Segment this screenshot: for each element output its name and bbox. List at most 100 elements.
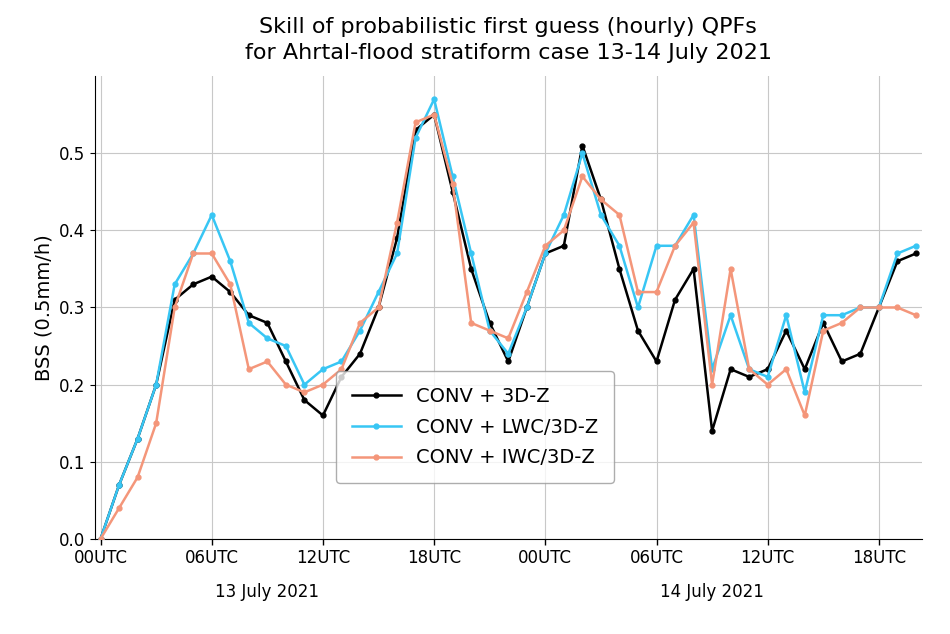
- CONV + IWC/3D-Z: [243, 365, 255, 373]
- CONV + 3D-Z: [725, 365, 736, 373]
- CONV + IWC/3D-Z: [836, 319, 847, 327]
- CONV + LWC/3D-Z: [873, 304, 884, 311]
- CONV + 3D-Z: [335, 373, 347, 380]
- CONV + IWC/3D-Z: [372, 304, 384, 311]
- CONV + LWC/3D-Z: [187, 250, 199, 257]
- CONV + IWC/3D-Z: [261, 358, 273, 365]
- CONV + 3D-Z: [409, 126, 421, 134]
- CONV + 3D-Z: [187, 280, 199, 288]
- CONV + 3D-Z: [113, 481, 124, 489]
- CONV + 3D-Z: [224, 288, 236, 296]
- CONV + LWC/3D-Z: [688, 211, 699, 219]
- CONV + IWC/3D-Z: [614, 211, 625, 219]
- CONV + 3D-Z: [596, 196, 607, 204]
- CONV + 3D-Z: [391, 235, 403, 242]
- CONV + LWC/3D-Z: [335, 358, 347, 365]
- CONV + 3D-Z: [910, 250, 921, 257]
- CONV + LWC/3D-Z: [836, 311, 847, 319]
- Text: 14 July 2021: 14 July 2021: [660, 583, 764, 601]
- CONV + 3D-Z: [688, 265, 699, 273]
- CONV + 3D-Z: [855, 350, 866, 358]
- CONV + 3D-Z: [522, 304, 533, 311]
- CONV + IWC/3D-Z: [707, 381, 718, 389]
- CONV + LWC/3D-Z: [744, 365, 755, 373]
- CONV + IWC/3D-Z: [910, 311, 921, 319]
- CONV + IWC/3D-Z: [132, 474, 143, 481]
- CONV + LWC/3D-Z: [892, 250, 903, 257]
- CONV + IWC/3D-Z: [428, 111, 440, 119]
- CONV + 3D-Z: [484, 319, 495, 327]
- CONV + 3D-Z: [670, 296, 681, 304]
- CONV + 3D-Z: [317, 411, 329, 419]
- Legend: CONV + 3D-Z, CONV + LWC/3D-Z, CONV + IWC/3D-Z: CONV + 3D-Z, CONV + LWC/3D-Z, CONV + IWC…: [336, 372, 614, 483]
- CONV + 3D-Z: [466, 265, 477, 273]
- CONV + LWC/3D-Z: [298, 381, 310, 389]
- CONV + 3D-Z: [873, 304, 884, 311]
- CONV + IWC/3D-Z: [224, 280, 236, 288]
- CONV + IWC/3D-Z: [280, 381, 292, 389]
- CONV + LWC/3D-Z: [169, 280, 180, 288]
- CONV + LWC/3D-Z: [596, 211, 607, 219]
- CONV + 3D-Z: [836, 358, 847, 365]
- CONV + 3D-Z: [762, 365, 773, 373]
- CONV + IWC/3D-Z: [762, 381, 773, 389]
- CONV + 3D-Z: [651, 358, 662, 365]
- Y-axis label: BSS (0.5mm/h): BSS (0.5mm/h): [34, 234, 53, 381]
- CONV + 3D-Z: [261, 319, 273, 327]
- CONV + IWC/3D-Z: [651, 288, 662, 296]
- CONV + LWC/3D-Z: [391, 250, 403, 257]
- CONV + IWC/3D-Z: [484, 327, 495, 335]
- CONV + IWC/3D-Z: [466, 319, 477, 327]
- CONV + LWC/3D-Z: [670, 242, 681, 250]
- CONV + IWC/3D-Z: [540, 242, 551, 250]
- CONV + LWC/3D-Z: [818, 311, 829, 319]
- CONV + LWC/3D-Z: [484, 327, 495, 335]
- CONV + IWC/3D-Z: [596, 196, 607, 204]
- CONV + LWC/3D-Z: [317, 365, 329, 373]
- CONV + LWC/3D-Z: [910, 242, 921, 250]
- CONV + IWC/3D-Z: [892, 304, 903, 311]
- CONV + 3D-Z: [354, 350, 366, 358]
- CONV + IWC/3D-Z: [873, 304, 884, 311]
- CONV + 3D-Z: [132, 435, 143, 443]
- Line: CONV + 3D-Z: CONV + 3D-Z: [98, 112, 919, 541]
- CONV + IWC/3D-Z: [206, 250, 218, 257]
- CONV + LWC/3D-Z: [132, 435, 143, 443]
- CONV + 3D-Z: [633, 327, 644, 335]
- CONV + IWC/3D-Z: [503, 335, 514, 342]
- CONV + 3D-Z: [280, 358, 292, 365]
- CONV + 3D-Z: [206, 273, 218, 280]
- CONV + IWC/3D-Z: [335, 365, 347, 373]
- CONV + 3D-Z: [540, 250, 551, 257]
- CONV + LWC/3D-Z: [466, 250, 477, 257]
- CONV + 3D-Z: [799, 365, 810, 373]
- CONV + 3D-Z: [446, 188, 458, 196]
- CONV + LWC/3D-Z: [446, 172, 458, 180]
- CONV + LWC/3D-Z: [372, 288, 384, 296]
- CONV + LWC/3D-Z: [280, 342, 292, 350]
- CONV + 3D-Z: [243, 311, 255, 319]
- CONV + IWC/3D-Z: [670, 242, 681, 250]
- CONV + IWC/3D-Z: [522, 288, 533, 296]
- CONV + IWC/3D-Z: [446, 180, 458, 188]
- CONV + 3D-Z: [503, 358, 514, 365]
- CONV + 3D-Z: [892, 257, 903, 265]
- CONV + IWC/3D-Z: [577, 172, 588, 180]
- Title: Skill of probabilistic first guess (hourly) QPFs
for Ahrtal-flood stratiform cas: Skill of probabilistic first guess (hour…: [245, 17, 771, 63]
- CONV + LWC/3D-Z: [150, 381, 162, 389]
- CONV + 3D-Z: [298, 396, 310, 404]
- CONV + LWC/3D-Z: [522, 304, 533, 311]
- CONV + IWC/3D-Z: [409, 119, 421, 126]
- CONV + LWC/3D-Z: [113, 481, 124, 489]
- CONV + IWC/3D-Z: [298, 389, 310, 396]
- CONV + LWC/3D-Z: [577, 150, 588, 157]
- CONV + IWC/3D-Z: [633, 288, 644, 296]
- CONV + LWC/3D-Z: [707, 365, 718, 373]
- CONV + 3D-Z: [744, 373, 755, 380]
- CONV + LWC/3D-Z: [725, 311, 736, 319]
- CONV + LWC/3D-Z: [206, 211, 218, 219]
- CONV + 3D-Z: [150, 381, 162, 389]
- CONV + LWC/3D-Z: [261, 335, 273, 342]
- CONV + IWC/3D-Z: [113, 504, 124, 512]
- CONV + IWC/3D-Z: [95, 535, 106, 543]
